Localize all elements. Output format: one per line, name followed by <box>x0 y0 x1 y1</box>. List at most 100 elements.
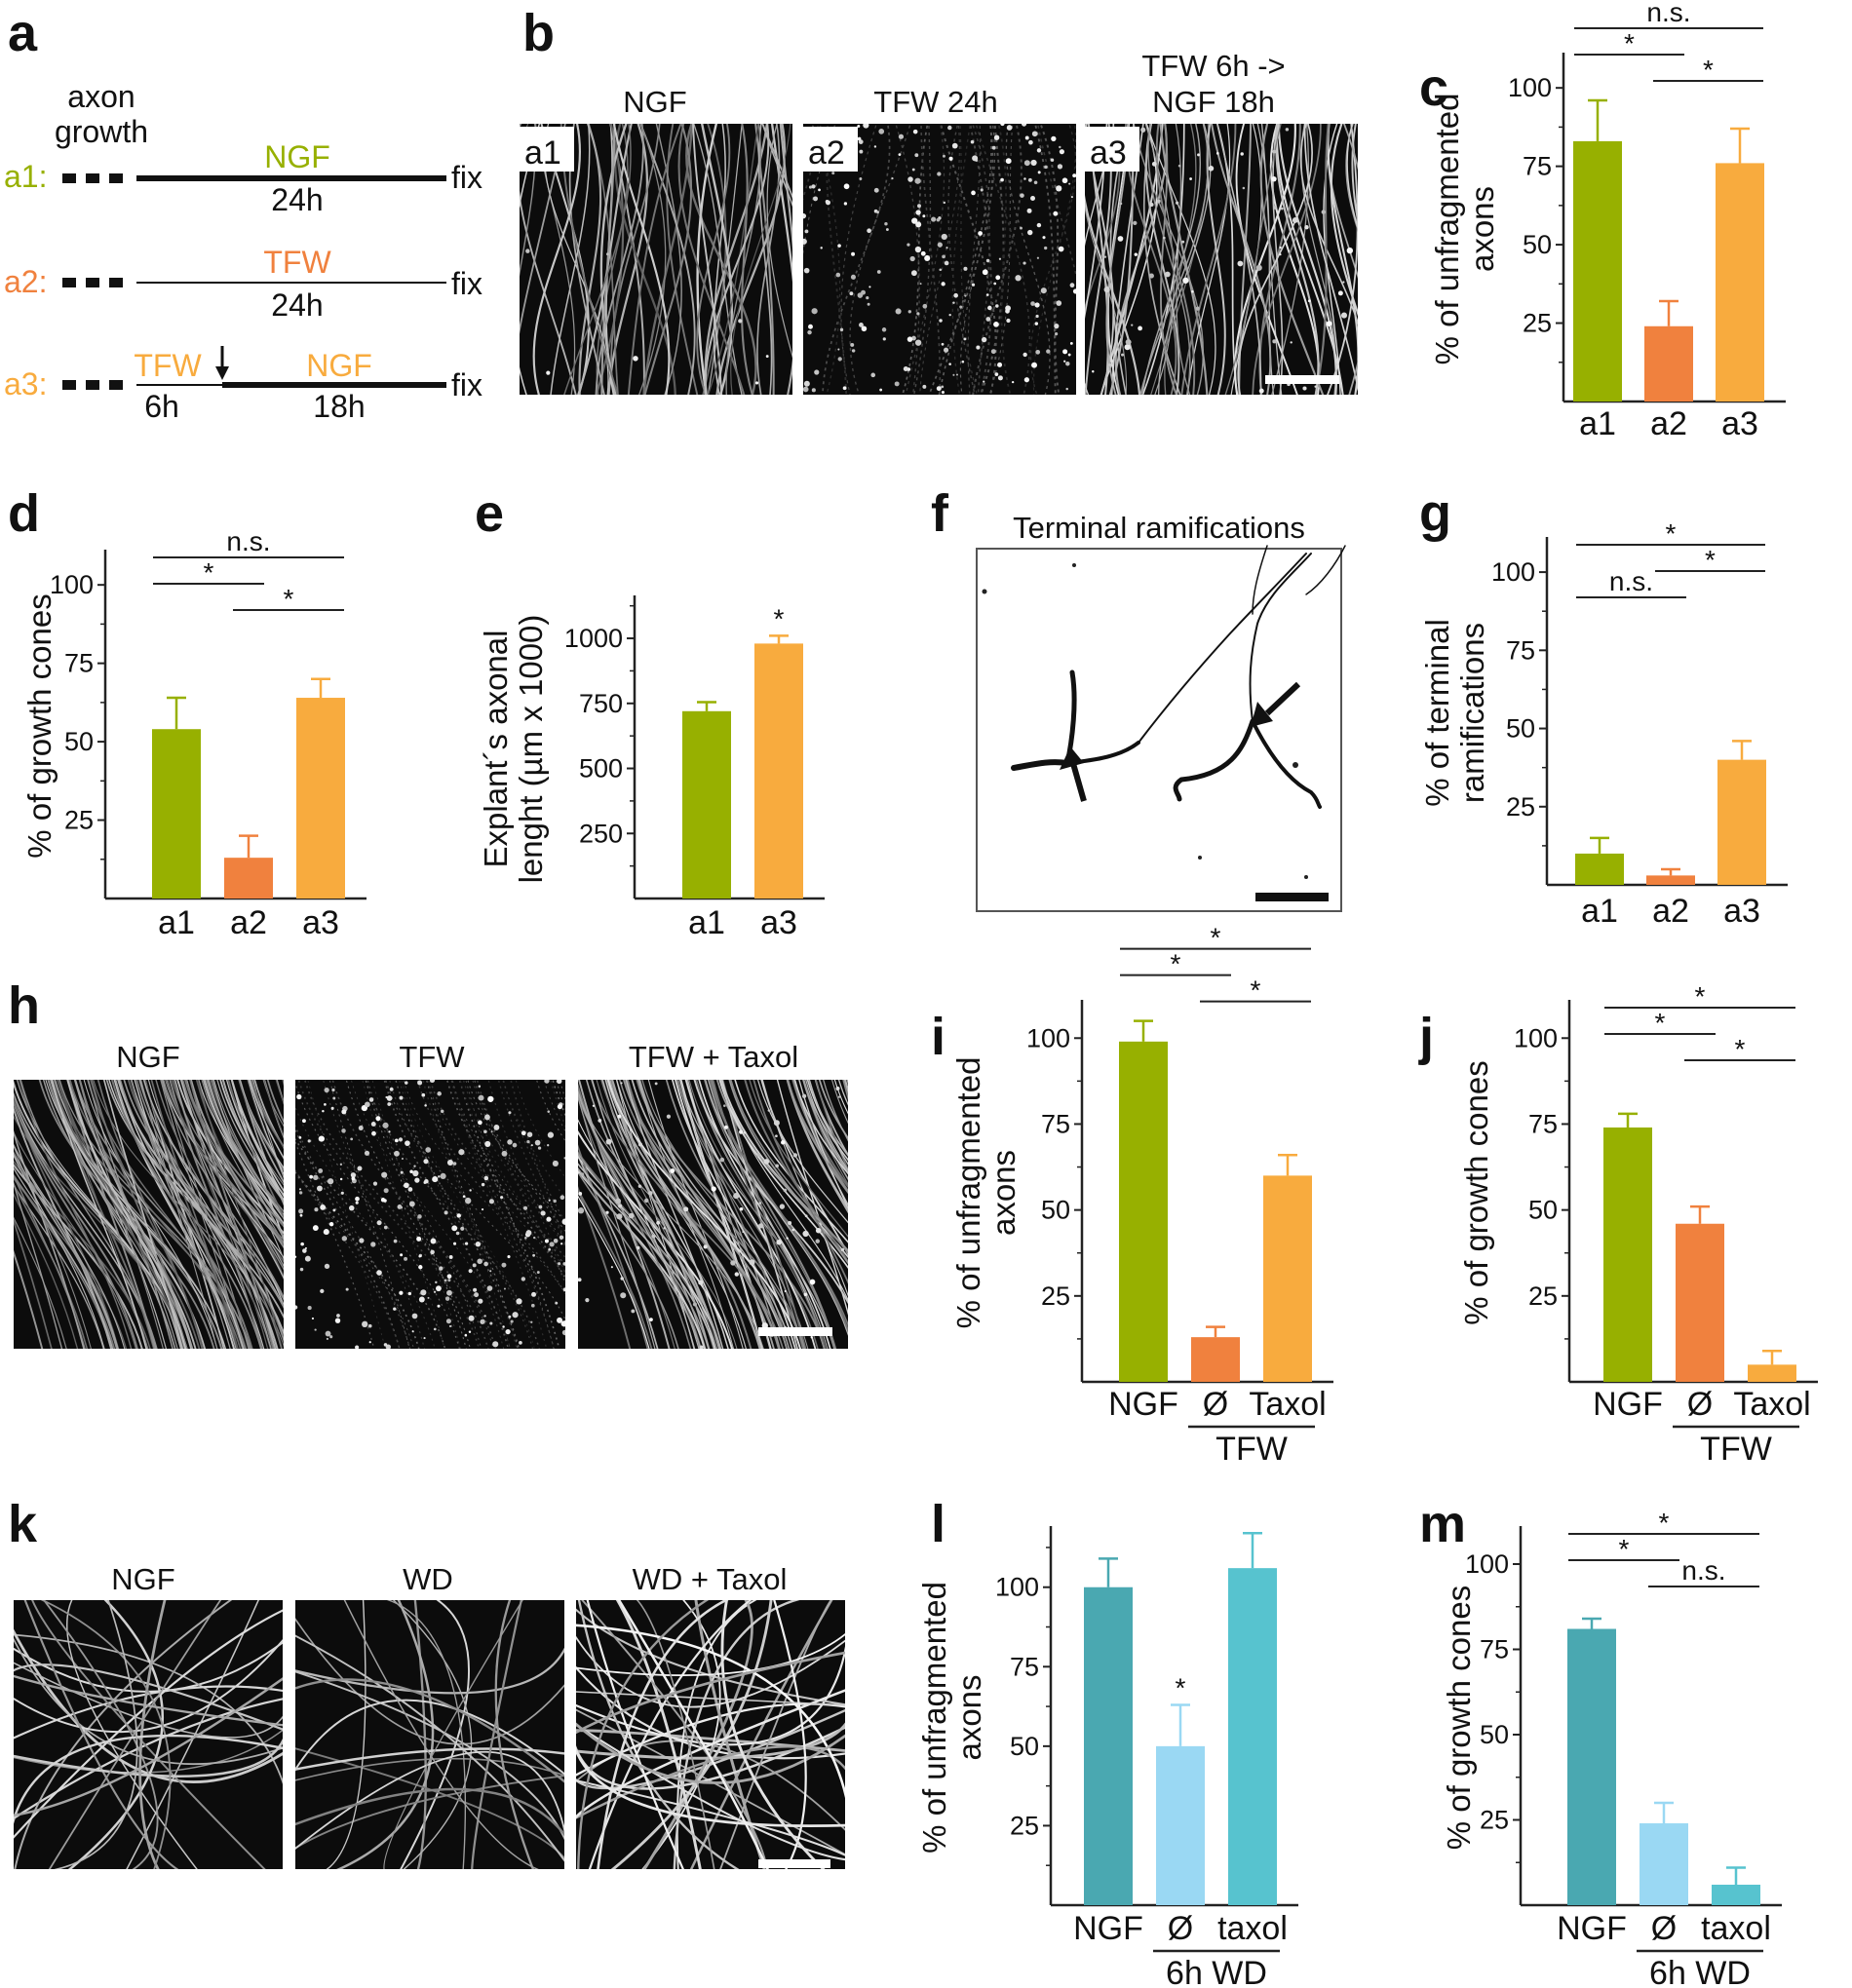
category-label: taxol <box>1701 1910 1771 1947</box>
row-a3-duration1: 6h <box>144 389 179 424</box>
y-tick-label: 75 <box>1523 152 1552 181</box>
significance-label: * <box>1735 1034 1746 1064</box>
y-tick-label: 100 <box>50 570 94 599</box>
y-tick-label: 50 <box>64 727 94 756</box>
bar-NGF <box>1603 1127 1652 1382</box>
branch-arrow-icon <box>1060 746 1087 802</box>
significance-label: n.s. <box>1681 1555 1725 1586</box>
y-tick-label: 25 <box>1506 792 1535 822</box>
group-label: 6h WD <box>1649 1955 1751 1988</box>
y-tick-label: 50 <box>1010 1732 1039 1761</box>
row-a1-end: fix <box>451 160 482 195</box>
row-a1-tag: a1: <box>4 159 47 194</box>
panel-letter-g: g <box>1419 484 1451 543</box>
significance-label: * <box>1211 923 1221 953</box>
row-a3-timeline-thick <box>222 382 446 388</box>
category-label: Taxol <box>1733 1386 1810 1423</box>
significance-label: * <box>284 584 294 614</box>
category-label: Ø <box>1687 1386 1713 1423</box>
bar-a2 <box>1646 875 1695 885</box>
panel-letter-b: b <box>522 4 555 62</box>
scale-bar <box>758 1859 830 1868</box>
row-a3-timeline-thin <box>136 384 222 386</box>
scale-bar <box>1265 375 1339 384</box>
bar-Ø <box>1191 1337 1240 1382</box>
y-axis-label-line2: axons <box>985 1150 1022 1236</box>
category-label: a2 <box>1652 893 1689 930</box>
category-label: NGF <box>1073 1910 1143 1947</box>
row-a2-dots <box>62 278 76 287</box>
bar-Ø <box>1676 1223 1724 1382</box>
y-axis-label-line2: axons <box>951 1674 987 1760</box>
k-title-wd: WD <box>403 1562 453 1596</box>
y-axis-label-line1: % of unfragmented <box>950 1057 986 1329</box>
significance-label: * <box>1624 28 1635 58</box>
row-a1-label: NGF <box>264 139 330 174</box>
h-title-tfw-taxol: TFW + Taxol <box>629 1040 798 1074</box>
y-axis-label-line1: % of unfragmented <box>916 1582 952 1854</box>
b-title-tfw24: TFW 24h <box>873 85 997 119</box>
micrograph-tfw <box>295 1080 565 1349</box>
y-tick-label: 75 <box>1480 1635 1509 1664</box>
category-label: a3 <box>760 904 797 941</box>
y-tick-label: 100 <box>1026 1023 1070 1052</box>
row-a2-end: fix <box>451 266 482 301</box>
bar-taxol <box>1228 1568 1277 1905</box>
chart-c: 25 50 75 100 % of unfragmented axons a1 a2 a3 * * n… <box>1429 0 1786 442</box>
y-axis-label: % of growth cones <box>21 593 58 858</box>
f-title: Terminal ramifications <box>1013 511 1305 545</box>
micrograph-ngf <box>14 1600 283 1869</box>
bar-NGF <box>1567 1628 1616 1905</box>
y-tick-label: 75 <box>1041 1109 1070 1138</box>
y-tick-label: 75 <box>1010 1652 1039 1681</box>
b-title-tfw6-line2: NGF 18h <box>1152 85 1275 119</box>
y-tick-label: 50 <box>1528 1196 1558 1225</box>
bar-a2 <box>1644 325 1693 401</box>
y-tick-label: 25 <box>1528 1281 1558 1311</box>
bar-a3 <box>296 698 345 898</box>
schematic-title-line1: axon <box>67 79 135 114</box>
row-a2-label: TFW <box>263 245 331 280</box>
micrograph-panel-f: Terminal ramifications <box>976 511 1346 912</box>
y-tick-label: 100 <box>995 1573 1039 1602</box>
scale-bar <box>1255 893 1329 901</box>
category-label: Taxol <box>1249 1386 1326 1423</box>
significance-label: * <box>1251 975 1261 1006</box>
y-tick-label: 250 <box>579 819 623 848</box>
category-label: NGF <box>1557 1910 1627 1947</box>
bar-a1 <box>152 729 201 898</box>
row-a3-duration2: 18h <box>313 389 365 424</box>
micrograph-tag-a3: a3 <box>1090 134 1127 172</box>
h-title-ngf: NGF <box>116 1040 179 1074</box>
y-tick-label: 100 <box>1508 73 1552 102</box>
bar-taxol <box>1712 1885 1760 1905</box>
bar-Taxol <box>1748 1364 1796 1382</box>
row-a3-tag: a3: <box>4 366 47 401</box>
micrograph-ngf <box>14 1080 284 1349</box>
row-a1-duration: 24h <box>271 182 323 217</box>
significance-label: n.s. <box>1646 0 1690 27</box>
category-label: a1 <box>1579 405 1616 442</box>
y-tick-label: 25 <box>1523 309 1552 338</box>
significance-label: * <box>204 557 214 588</box>
micrograph-panel-k: NGF WD WD + Taxol <box>14 1562 845 1869</box>
significance-label: * <box>1695 981 1706 1012</box>
category-label: a2 <box>1650 405 1687 442</box>
row-a2-duration: 24h <box>271 287 323 323</box>
significance-label: * <box>1666 518 1677 549</box>
micrograph-panel-h: NGF TFW TFW + Taxol <box>14 1040 848 1349</box>
bar-a3 <box>1717 759 1766 885</box>
y-tick-label: 75 <box>1528 1109 1558 1138</box>
chart-e: 250 500 750 1000 Explant´s axonal lenght (µm … <box>478 595 825 941</box>
group-label: TFW <box>1215 1431 1288 1468</box>
y-tick-label: 75 <box>64 649 94 678</box>
significance-label: * <box>1619 1534 1630 1564</box>
category-label: a2 <box>230 904 267 941</box>
chart-i: 25 50 75 100 % of unfragmented axons NGF Ø Taxol… <box>950 923 1333 1468</box>
significance-label: * <box>1655 1008 1666 1038</box>
bar-a1 <box>1575 853 1624 885</box>
category-label: a3 <box>302 904 339 941</box>
y-axis-label-line2: lenght (µm x 1000) <box>513 615 549 884</box>
